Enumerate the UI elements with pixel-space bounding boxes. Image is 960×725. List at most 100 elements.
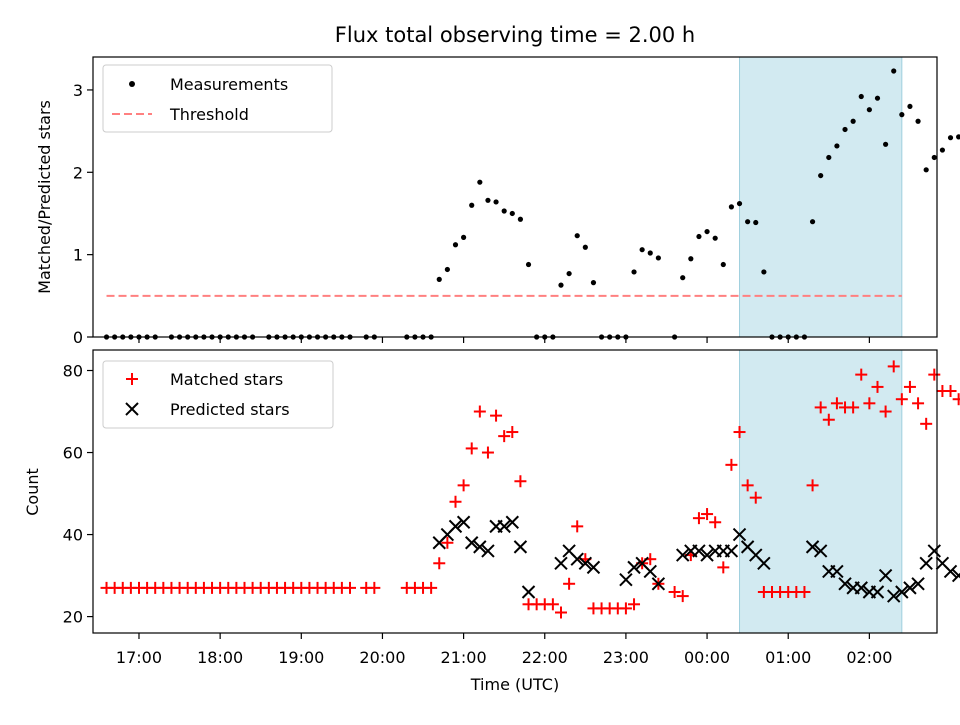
predicted-star-point — [619, 572, 633, 587]
predicted-star-point — [570, 552, 584, 566]
x-stroke — [903, 581, 917, 595]
x-stroke — [700, 548, 714, 562]
predicted-star-point — [586, 560, 601, 575]
predicted-star-point — [887, 589, 901, 603]
measurement-point — [931, 154, 937, 161]
top-legend: Measurements Threshold — [102, 64, 333, 133]
measurement-point — [842, 126, 848, 133]
matched-star-point — [546, 598, 559, 611]
matched-star-point — [709, 516, 722, 529]
predicted-star-point — [643, 564, 657, 579]
matched-star-point — [887, 360, 900, 373]
matched-star-point — [847, 401, 860, 414]
x-stroke — [481, 544, 495, 558]
measurement-point — [704, 228, 710, 235]
bottom-y-ticks: 20 40 60 80 — [63, 362, 93, 627]
measurement-point — [509, 210, 515, 217]
y-tick-label: 20 — [63, 608, 83, 627]
matched-star-point — [473, 405, 486, 418]
measurement-point — [712, 235, 718, 241]
measurement-point — [874, 95, 881, 101]
predicted-star-point — [578, 556, 593, 570]
x-stroke — [927, 544, 942, 558]
measurement-point — [517, 216, 524, 222]
x-stroke — [854, 581, 868, 595]
predicted-star-point — [465, 536, 479, 550]
measurement-points — [103, 68, 960, 340]
measurement-point — [436, 276, 442, 282]
measurement-point — [525, 261, 532, 268]
predicted-star-point — [692, 544, 706, 558]
matched-star-point — [903, 380, 916, 393]
x-tick-label: 00:00 — [684, 648, 730, 667]
measurement-point — [566, 270, 572, 277]
x-stroke — [473, 540, 487, 554]
measurement-point — [558, 282, 564, 288]
x-tick-label: 22:00 — [522, 648, 568, 667]
measurement-point — [444, 266, 450, 273]
x-stroke — [465, 536, 479, 550]
x-stroke — [919, 556, 933, 570]
matched-star-point — [676, 590, 689, 603]
matched-star-point — [441, 536, 454, 549]
predicted-star-point — [724, 544, 739, 558]
bottom-x-label: Time (UTC) — [470, 675, 559, 694]
measurement-point — [501, 208, 507, 214]
x-stroke — [521, 585, 536, 599]
legend-marker-matched — [126, 373, 138, 385]
matched-star-point — [871, 380, 884, 393]
measurement-point — [461, 234, 467, 240]
measurement-point — [590, 280, 597, 286]
matched-star-point — [895, 393, 908, 406]
measurement-point — [493, 199, 499, 205]
measurement-point — [720, 261, 726, 268]
measurement-point — [582, 244, 588, 250]
measurement-point — [477, 179, 483, 185]
x-stroke — [740, 540, 755, 554]
matched-star-point — [830, 397, 843, 410]
x-tick-label: 17:00 — [116, 648, 162, 667]
bottom-legend-box — [102, 360, 334, 429]
matched-star-point — [733, 426, 746, 439]
measurement-point — [915, 118, 921, 124]
legend-label-threshold: Threshold — [169, 105, 249, 124]
y-tick-label: 0 — [73, 328, 83, 347]
predicted-star-point — [505, 515, 520, 529]
predicted-star-point — [757, 556, 771, 570]
predicted-star-point — [732, 527, 747, 542]
x-tick-label: 19:00 — [278, 648, 324, 667]
predicted-star-point — [448, 519, 463, 534]
matched-star-point — [749, 491, 762, 504]
measurement-point — [809, 219, 816, 225]
bottom-panel: 20 40 60 80 17:00 18:00 19:00 20:00 21:00 22:00 2… — [23, 349, 960, 694]
top-x-ticks — [138, 337, 870, 343]
matched-star-point — [725, 458, 738, 471]
predicted-star-point — [943, 564, 958, 579]
x-stroke — [692, 544, 706, 558]
x-tick-label: 02:00 — [846, 648, 892, 667]
matched-star-point — [822, 413, 835, 426]
x-stroke — [619, 572, 633, 587]
measurement-point — [469, 202, 475, 208]
measurement-point — [891, 68, 897, 74]
bottom-legend: Matched stars Predicted stars — [102, 360, 334, 429]
predicted-star-point — [456, 515, 471, 529]
measurement-point — [728, 204, 735, 210]
measurement-point — [956, 134, 960, 140]
x-stroke — [456, 515, 471, 529]
matched-star-point — [563, 577, 576, 590]
legend-label-measurements: Measurements — [170, 75, 288, 94]
measurement-point — [452, 242, 459, 248]
x-stroke — [627, 560, 641, 575]
count-points — [100, 360, 960, 619]
measurement-point — [680, 275, 686, 281]
x-stroke — [554, 556, 568, 570]
x-tick-label: 01:00 — [765, 648, 811, 667]
x-tick-label: 20:00 — [359, 648, 405, 667]
x-stroke — [732, 527, 747, 542]
measurement-point — [736, 200, 743, 207]
measurement-point — [696, 233, 702, 240]
x-tick-label: 18:00 — [197, 648, 243, 667]
